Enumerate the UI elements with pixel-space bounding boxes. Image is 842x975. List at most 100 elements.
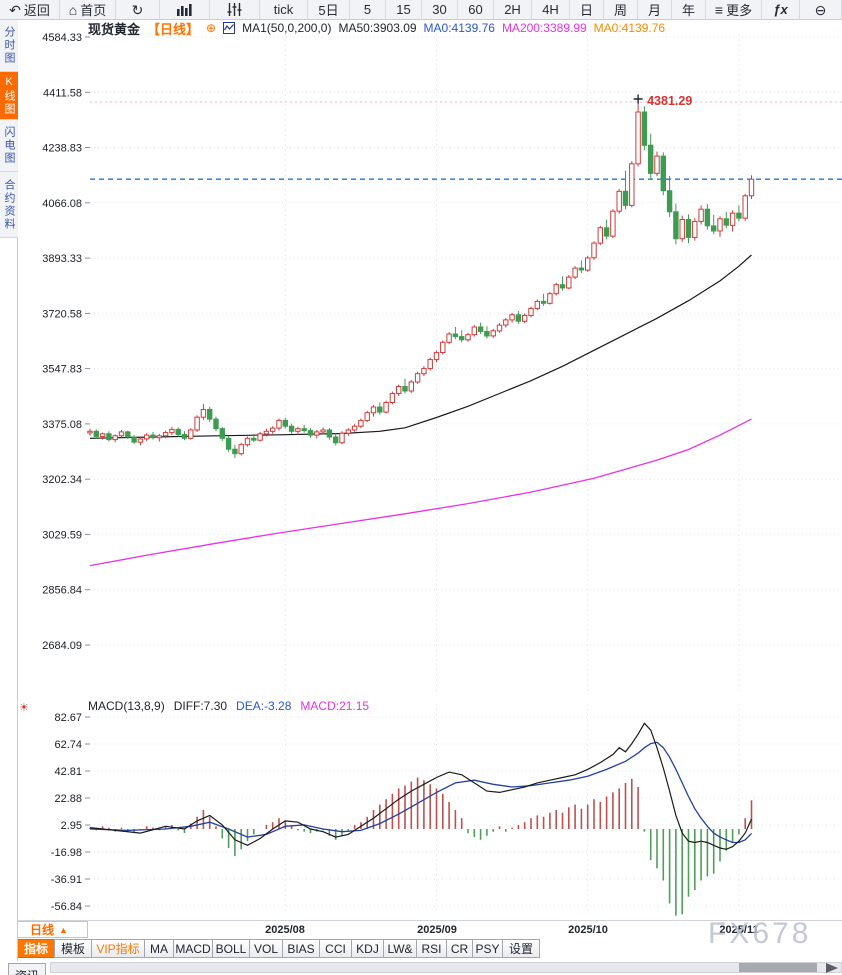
indicator-tab-boll[interactable]: BOLL	[212, 939, 250, 958]
svg-text:3375.08: 3375.08	[42, 419, 82, 431]
toolbar-button-5-day[interactable]: 5日	[308, 0, 350, 19]
main-candlestick-chart[interactable]: 4584.33 4411.58 4238.83 4066.08 3893.33 3720.…	[18, 20, 842, 700]
ma50-value: MA50:3903.09	[338, 21, 417, 35]
indicator-tabs-bar: 指标 模板 VIP指标 MA MACD BOLL VOL BIAS CCI KDJ LW& RSI CR…	[17, 939, 540, 959]
toolbar-button-monthly[interactable]: 月	[638, 0, 672, 19]
back-icon: ↶	[9, 1, 21, 18]
home-icon: ⌂	[68, 1, 78, 18]
indicator-tab-kdj[interactable]: KDJ	[351, 939, 384, 958]
bar-chart-icon	[177, 4, 192, 16]
svg-text:3547.83: 3547.83	[42, 364, 82, 376]
mini-chart-icon[interactable]	[223, 22, 236, 34]
time-axis-label: 2025/09	[417, 924, 457, 936]
toolbar-button-fx[interactable]: ƒx	[762, 0, 800, 19]
toolbar-button-label: 4H	[542, 2, 559, 17]
scroll-right-arrow-icon[interactable]	[826, 963, 838, 973]
toolbar-button-weekly[interactable]: 周	[604, 0, 638, 19]
ma-settings-label[interactable]: MA1(50,0,200,0)	[242, 21, 332, 35]
toolbar-button-label: 月	[647, 3, 661, 18]
macd-subchart[interactable]: 82.67 62.74 42.81 22.88 2.95 -16.98 -36.91 -56.…	[18, 700, 842, 920]
toolbar-button-yearly[interactable]: 年	[672, 0, 706, 19]
toolbar-button-15-min[interactable]: 15	[386, 0, 422, 19]
indicator-tab-vip-indicator[interactable]: VIP指标	[91, 939, 145, 958]
svg-text:4411.58: 4411.58	[43, 87, 82, 99]
indicator-tab-macd[interactable]: MACD	[173, 939, 213, 958]
toolbar-button-label: 年	[681, 3, 695, 18]
sidebar-tab-kline-chart[interactable]: K线图	[0, 72, 18, 120]
toolbar-button-zoom-out[interactable]: ⊖	[800, 0, 842, 19]
sidebar-tab-flash-chart[interactable]: 闪电图	[0, 120, 18, 172]
tab-news[interactable]: 资讯	[8, 963, 46, 975]
toolbar-button-30-min[interactable]: 30	[422, 0, 458, 19]
svg-text:2856.84: 2856.84	[42, 585, 82, 597]
toolbar-button-home[interactable]: ⌂ 首页	[60, 0, 116, 19]
indicator-tab-bias[interactable]: BIAS	[282, 939, 320, 958]
scrollbar-thumb[interactable]	[739, 963, 817, 972]
tab-news-label: 资讯	[15, 967, 39, 975]
svg-text:62.74: 62.74	[54, 739, 82, 751]
macd-dea-value: DEA:-3.28	[236, 698, 292, 713]
horizontal-scrollbar[interactable]	[50, 962, 842, 973]
toolbar-button-label: 5日	[318, 3, 339, 18]
sidebar-tab-time-chart[interactable]: 分时图	[0, 20, 18, 72]
indicator-tab-indicator[interactable]: 指标	[17, 939, 55, 958]
toolbar-button-4-hour[interactable]: 4H	[532, 0, 570, 19]
time-axis-label: 2025/11	[719, 924, 759, 936]
indicator-tab-template[interactable]: 模板	[54, 939, 92, 958]
svg-text:3893.33: 3893.33	[42, 253, 82, 265]
toolbar-button-daily[interactable]: 日	[570, 0, 604, 19]
indicator-tab-rsi[interactable]: RSI	[416, 939, 447, 958]
toolbar-button-label: 返回	[23, 3, 50, 18]
indicator-tab-vol[interactable]: VOL	[249, 939, 283, 958]
indicator-tab-settings[interactable]: 设置	[502, 939, 540, 958]
toolbar-button-tick[interactable]: tick	[260, 0, 308, 19]
indicator-tab-psy[interactable]: PSY	[472, 939, 503, 958]
indicator-tab-cci[interactable]: CCI	[319, 939, 352, 958]
toolbar-button-label: tick	[273, 2, 294, 17]
svg-text:22.88: 22.88	[54, 793, 82, 805]
toolbar-button-label: 30	[432, 2, 447, 17]
toolbar-button-2-hour[interactable]: 2H	[494, 0, 532, 19]
ma200-value: MA200:3389.99	[501, 21, 587, 35]
macd-diff-value: DIFF:7.30	[173, 698, 228, 713]
svg-text:3029.59: 3029.59	[42, 529, 82, 541]
left-sidebar: 分时图 K线图 闪电图 合约资料	[0, 20, 18, 961]
svg-text:-16.98: -16.98	[51, 847, 82, 859]
toolbar-button-label: 日	[579, 3, 593, 18]
indicator-tab-lwr[interactable]: LW&	[383, 939, 417, 958]
toolbar-button-back[interactable]: ↶ 返回	[0, 0, 60, 19]
period-tag: 【日线】	[147, 21, 200, 37]
add-indicator-icon[interactable]: ⊕	[206, 21, 217, 35]
toolbar-button-label: 15	[396, 2, 411, 17]
toolbar-button-label: 5	[363, 2, 372, 17]
toolbar-button-more[interactable]: ≡ 更多	[706, 0, 762, 19]
sidebar-tab-contract-info[interactable]: 合约资料	[0, 172, 18, 238]
indicator-settings-icon[interactable]: ☀	[19, 702, 29, 714]
macd-legend: MACD(13,8,9) DIFF:7.30 DEA:-3.28 MACD:21…	[88, 698, 369, 713]
svg-text:4584.33: 4584.33	[42, 32, 82, 44]
ma0-orange-value: MA0:4139.76	[593, 21, 666, 35]
time-axis-label: 2025/08	[265, 924, 305, 936]
ma0-blue-value: MA0:4139.76	[423, 21, 495, 35]
svg-text:2.95: 2.95	[61, 820, 82, 832]
svg-text:82.67: 82.67	[54, 712, 82, 724]
sliders-icon	[227, 3, 242, 16]
macd-params[interactable]: MACD(13,8,9)	[88, 698, 165, 713]
indicator-tab-ma[interactable]: MA	[144, 939, 174, 958]
svg-text:-56.84: -56.84	[51, 901, 82, 913]
svg-text:-36.91: -36.91	[51, 874, 82, 886]
toolbar-button-60-min[interactable]: 60	[458, 0, 494, 19]
time-axis-label: 2025/10	[568, 924, 608, 936]
toolbar-button-bar-chart[interactable]	[160, 0, 210, 19]
toolbar-button-label: ƒx	[773, 2, 788, 17]
toolbar-button-refresh[interactable]: ↻	[116, 0, 160, 19]
toolbar-button-kline-tool[interactable]	[210, 0, 260, 19]
toolbar-button-label: 周	[613, 3, 627, 18]
toolbar-button-label: 首页	[80, 3, 107, 18]
indicator-tab-cr[interactable]: CR	[446, 939, 473, 958]
toolbar-button-5-min[interactable]: 5	[350, 0, 386, 19]
svg-text:4066.08: 4066.08	[42, 198, 82, 210]
period-selector-button[interactable]: 日线 ▲	[10, 921, 88, 938]
toolbar-button-label: 60	[468, 2, 483, 17]
